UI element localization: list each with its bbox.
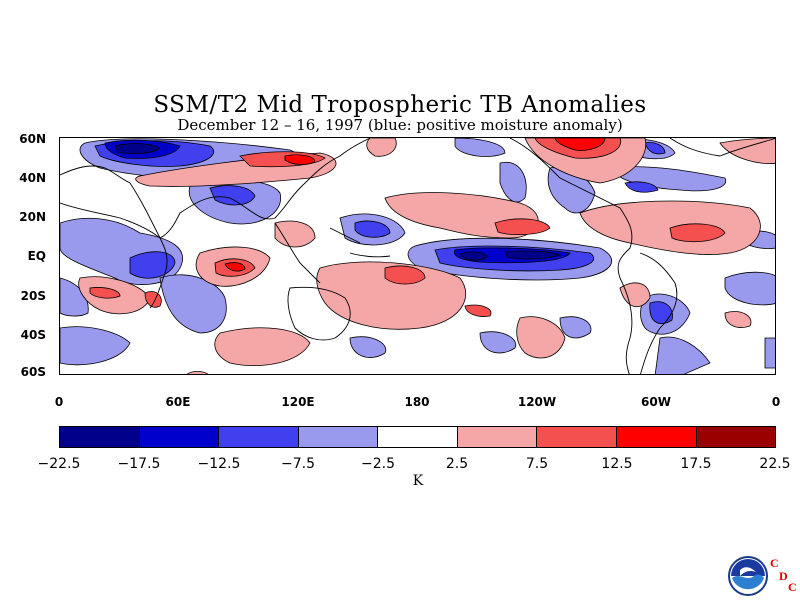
lat-label-60n: 60N <box>19 132 46 146</box>
lat-label-40n: 40N <box>19 171 46 185</box>
lat-label-eq: EQ <box>27 249 46 263</box>
lon-label-60e: 60E <box>165 395 191 409</box>
colorbar-segment <box>378 427 458 447</box>
map-subtitle: December 12 – 16, 1997 (blue: positive m… <box>177 116 623 134</box>
colorbar-label: −7.5 <box>281 456 315 472</box>
colorbar-label: −2.5 <box>361 456 395 472</box>
lon-label-120w: 120W <box>517 395 557 409</box>
colorbar-label: −17.5 <box>117 456 161 472</box>
logo-letter-c: C <box>770 556 779 570</box>
coastlines <box>60 138 775 374</box>
colorbar-label: 2.5 <box>445 456 469 472</box>
noaa-logo-icon <box>728 556 768 596</box>
colorbar-unit: K <box>412 473 424 489</box>
colorbar <box>59 426 776 448</box>
positive-anomaly-medium <box>89 138 726 317</box>
lat-label-20s: 20S <box>20 289 46 303</box>
map-title: SSM/T2 Mid Tropospheric TB Anomalies <box>153 92 647 118</box>
logo-letter-c2: C <box>788 580 797 594</box>
colorbar-segment <box>616 427 697 447</box>
lon-label-120e: 120E <box>281 395 315 409</box>
colorbar-segment <box>457 427 538 447</box>
logo-letter-d: D <box>779 569 788 583</box>
colorbar-label: −12.5 <box>197 456 241 472</box>
anomaly-map <box>59 137 776 375</box>
lon-label-180: 180 <box>404 395 430 409</box>
lon-label-60w: 60W <box>641 395 671 409</box>
colorbar-label: −22.5 <box>37 456 81 472</box>
colorbar-label: 7.5 <box>525 456 549 472</box>
colorbar-segment <box>537 427 617 447</box>
lat-label-20n: 20N <box>19 210 46 224</box>
colorbar-segment <box>139 427 220 447</box>
colorbar-label: 22.5 <box>759 456 791 472</box>
colorbar-segment <box>60 427 140 447</box>
colorbar-label: 12.5 <box>601 456 633 472</box>
anomaly-map-svg <box>60 138 775 374</box>
colorbar-segment <box>219 427 299 447</box>
colorbar-label: 17.5 <box>680 456 712 472</box>
lon-label-0-east: 0 <box>771 395 781 409</box>
lat-label-40s: 40S <box>20 328 46 342</box>
positive-anomaly-strong <box>224 138 606 272</box>
colorbar-segment <box>696 427 776 447</box>
negative-anomaly-extreme <box>114 143 562 261</box>
colorbar-segment <box>298 427 379 447</box>
lat-label-60s: 60S <box>20 365 46 379</box>
lon-label-0: 0 <box>54 395 64 409</box>
